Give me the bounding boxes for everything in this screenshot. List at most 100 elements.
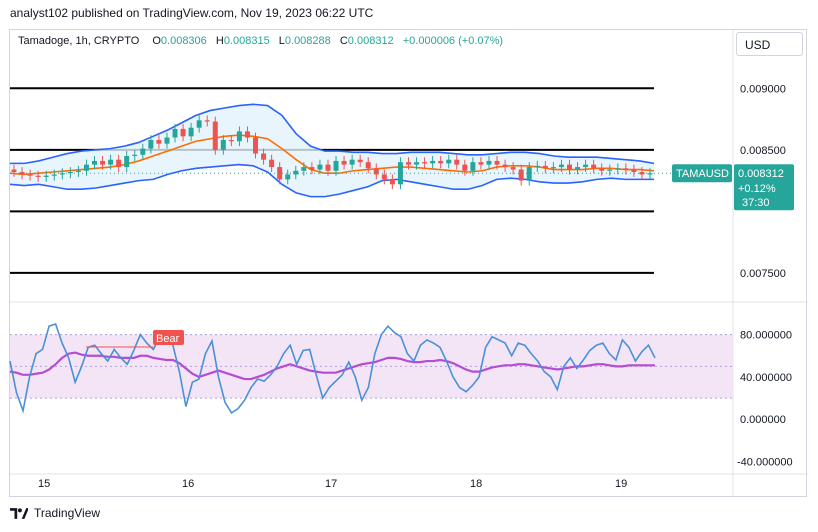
candle-body [148,140,154,149]
candle-body [631,169,637,172]
time-axis-label: 15 [38,478,50,490]
candle-body [132,154,138,156]
candle-body [518,169,524,181]
time-axis-label: 17 [325,478,337,490]
candle-body [414,162,420,165]
low-value: 0.008288 [284,35,331,47]
candle-body [558,164,564,168]
footer-brand: TradingView [10,506,100,520]
symbol-title[interactable]: Tamadoge, 1h, CRYPTO [18,35,140,47]
candle-body [188,127,194,137]
candle-body [591,164,597,169]
candle-body [11,169,17,172]
candle-body [446,159,452,164]
candle-body [293,170,299,175]
candle-body [623,168,629,170]
candle-body [325,164,331,171]
publish-info: analyst102 published on TradingView.com,… [10,6,374,20]
candle-body [116,159,122,168]
stochastic-axis-label: 40.000000 [740,372,792,384]
candle-body [317,164,323,170]
bollinger-upper-line [10,103,655,165]
candle-body [575,167,581,170]
candle-body [309,167,315,170]
chart-frame [9,29,807,497]
candle-body [180,128,186,137]
candle-body [405,162,411,165]
candle-body [615,168,621,170]
candle-body [35,175,41,177]
candle-body [253,137,259,154]
price-axis-label: 0.007500 [740,268,786,280]
candle-body [83,164,89,171]
candle-body [285,174,291,180]
candle-body [397,162,403,185]
candle-body [599,168,605,171]
candle-body [67,172,73,174]
candle-body [534,165,540,168]
candle-body [59,173,65,175]
stochastic-axis-label: 0.000000 [740,414,786,426]
candle-body [486,160,492,165]
ticker-tag-label: TAMAUSD [676,168,729,180]
low-label: L [278,35,285,47]
candle-body [92,160,98,165]
high-label: H [215,35,224,47]
price-badge-change: +0.12% [738,183,776,195]
candle-body [228,140,234,142]
high-value: 0.008315 [223,35,270,47]
candle-body [454,159,460,165]
price-axis-label: 0.008500 [740,145,786,157]
candle-body [365,162,371,169]
candle-body [204,120,210,122]
candle-body [438,160,444,164]
currency-button[interactable]: USD [736,32,803,56]
candle-body [478,162,484,165]
candle-body [196,120,202,128]
candle-body [172,128,178,138]
candle-body [462,164,468,171]
candle-body [494,160,500,165]
brand-text: TradingView [34,506,101,520]
close-label: C [339,35,348,47]
price-badge [734,164,794,211]
stochastic-k-line [9,323,656,415]
price-axis-label: 0.009000 [740,83,786,95]
candle-body [381,174,387,180]
bear-label-text: Bear [156,333,180,345]
stochastic-axis-label: -40.000000 [737,457,793,469]
tradingview-logo-icon [10,507,28,519]
candle-body [301,167,307,171]
candle-body [389,179,395,185]
candle-body [510,167,516,170]
candle-body [502,164,508,168]
candle-body [261,153,267,160]
candle-body [164,137,170,144]
ticker-tag [672,164,732,183]
candle-body [27,174,33,176]
ohlc-legend: Tamadoge, 1h, CRYPTO O0.008306 H0.008315… [18,35,503,47]
price-badge-countdown: 37:30 [742,197,770,209]
candle-body [470,162,476,171]
candle-body [277,167,283,180]
candle-body [140,148,146,155]
candle-body [341,160,347,165]
candle-body [43,175,49,177]
open-label: O [152,35,161,47]
price-badge-value: 0.008312 [738,168,784,180]
candle-body [236,131,242,142]
candle-body [212,121,218,150]
time-axis-label: 16 [182,478,194,490]
candle-body [607,169,613,171]
change-value: +0.000006 (+0.07%) [402,35,504,47]
candle-body [422,162,428,164]
candle-body [430,160,436,164]
candle-body [124,156,130,168]
candle-body [244,131,250,138]
open-value: 0.008306 [160,35,207,47]
candle-body [333,160,339,171]
time-axis-label: 18 [470,478,482,490]
candle-body [269,159,275,168]
candle-body [639,172,645,175]
candle-body [349,159,355,165]
